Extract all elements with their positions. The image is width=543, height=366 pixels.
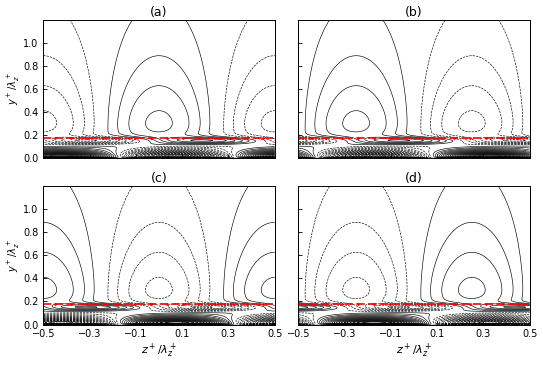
Title: (b): (b) xyxy=(405,5,423,19)
X-axis label: $z^+/\lambda_z^+$: $z^+/\lambda_z^+$ xyxy=(396,342,432,361)
X-axis label: $z^+/\lambda_z^+$: $z^+/\lambda_z^+$ xyxy=(141,342,177,361)
Title: (c): (c) xyxy=(150,172,167,185)
Title: (d): (d) xyxy=(405,172,423,185)
Y-axis label: $y^+/\lambda_z^+$: $y^+/\lambda_z^+$ xyxy=(5,72,22,105)
Y-axis label: $y^+/\lambda_z^+$: $y^+/\lambda_z^+$ xyxy=(5,239,22,272)
Title: (a): (a) xyxy=(150,5,168,19)
